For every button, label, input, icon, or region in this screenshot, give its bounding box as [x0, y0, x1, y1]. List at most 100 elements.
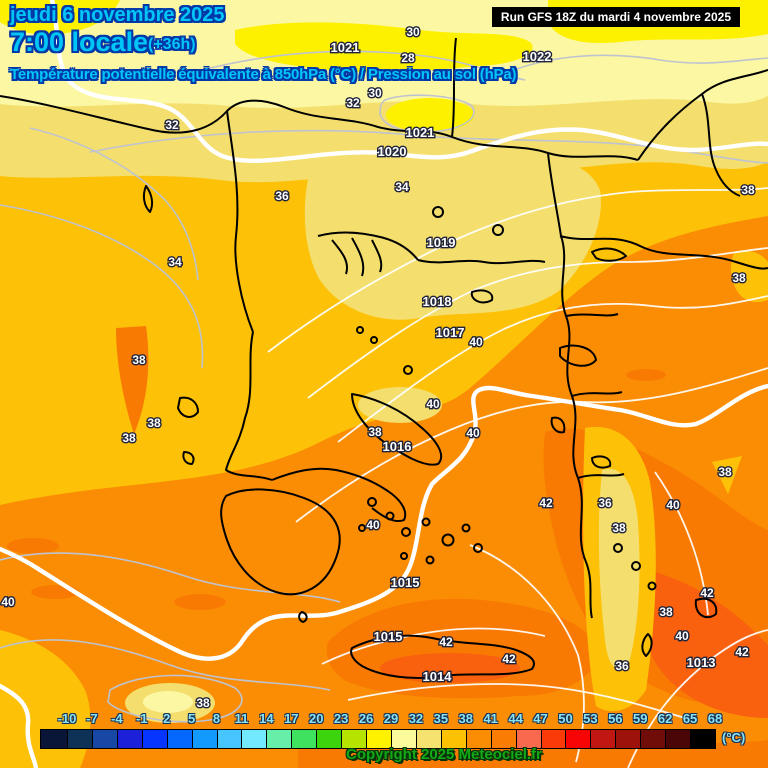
- colorbar-tick: 62: [657, 711, 673, 726]
- theta-e-label: 42: [502, 652, 516, 666]
- colorbar-segment: [540, 729, 567, 749]
- pressure-label: 1021: [406, 125, 435, 140]
- zone-pale-spot-inner: [143, 691, 193, 713]
- colorbar-segment: [291, 729, 318, 749]
- zone-light-gold-attica: [358, 387, 442, 423]
- theta-e-label: 38: [718, 465, 732, 479]
- pressure-label: 1022: [523, 49, 552, 64]
- pressure-label: 1021: [331, 40, 360, 55]
- colorbar-tick: 50: [558, 711, 573, 726]
- pressure-label: 1018: [423, 294, 452, 309]
- theta-e-label: 30: [368, 86, 382, 100]
- theta-e-label: 36: [615, 659, 629, 673]
- theta-e-label: 32: [346, 96, 360, 110]
- theta-e-label: 38: [132, 353, 146, 367]
- colorbar-segment: [166, 729, 193, 749]
- colorbar-tick: 59: [632, 711, 648, 726]
- colorbar-tick: 26: [358, 711, 374, 726]
- theta-e-label: 42: [439, 635, 453, 649]
- colorbar-segment: [191, 729, 218, 749]
- theta-e-label: 38: [741, 183, 755, 197]
- colorbar-segment: [316, 729, 343, 749]
- pressure-label: 1013: [687, 655, 716, 670]
- theta-e-label: 40: [666, 498, 680, 512]
- colorbar-tick: 23: [333, 711, 349, 726]
- forecast-offset-label: (+36h): [148, 36, 196, 53]
- theta-e-label: 38: [196, 696, 210, 710]
- theta-e-label: 38: [612, 521, 626, 535]
- zone-red-orange-crete: [380, 653, 520, 683]
- theta-e-label: 40: [466, 426, 480, 440]
- theta-e-label: 40: [1, 595, 15, 609]
- theta-e-label: 40: [469, 335, 483, 349]
- colorbar-segment: [116, 729, 143, 749]
- theta-e-label: 28: [401, 51, 415, 65]
- theta-e-label: 38: [368, 425, 382, 439]
- theta-e-label: 30: [406, 25, 420, 39]
- colorbar-segment: [40, 729, 68, 749]
- map-labels: 1021 1022 1021 1020 1019 1018 1017 1016 1015 1015…: [0, 24, 756, 712]
- zone-bright-yellow-center: [235, 22, 533, 73]
- colorbar-segment: [565, 729, 592, 749]
- zone-deep-blob: [174, 594, 226, 610]
- colorbar-tick: 2: [163, 711, 171, 726]
- theta-e-label: 36: [598, 496, 612, 510]
- theta-e-label: 40: [366, 518, 380, 532]
- theta-e-label: 38: [732, 271, 746, 285]
- pressure-label: 1015: [391, 575, 420, 590]
- theta-e-label: 38: [122, 431, 136, 445]
- theta-e-label: 42: [735, 645, 749, 659]
- zone-bright-yellow-loop: [386, 98, 474, 132]
- colorbar-tick: -4: [111, 711, 123, 726]
- colorbar-segment: [266, 729, 293, 749]
- colorbar-tick: 11: [234, 711, 249, 726]
- zone-light-gold-sw-turkey: [598, 468, 640, 670]
- colorbar-tick: 20: [308, 711, 324, 726]
- theta-e-label: 38: [659, 605, 673, 619]
- colorbar-tick: 38: [458, 711, 473, 726]
- colorbar-tick: 5: [187, 711, 196, 726]
- zone-deep-blob: [7, 538, 59, 554]
- pressure-label: 1014: [423, 669, 453, 684]
- colorbar-tick: 35: [433, 711, 449, 726]
- copyright-text: Copyright 2025 Meteociel.fr: [346, 746, 542, 763]
- colorbar-segment: [690, 729, 716, 749]
- pressure-label: 1019: [427, 235, 456, 250]
- colorbar-segment: [590, 729, 617, 749]
- theta-e-label: 40: [675, 629, 689, 643]
- theta-e-label: 36: [275, 189, 289, 203]
- run-info-box: Run GFS 18Z du mardi 4 novembre 2025: [491, 7, 740, 27]
- temperature-colorbar: -10 -7 -4 -1 2 5 8 11 14 17 20 23 26 29 32 35 38 41 44 47 50…: [40, 711, 722, 749]
- colorbar-tick: 44: [508, 711, 523, 726]
- zone-red-orange-se: [624, 565, 768, 718]
- colorbar-tick: 68: [707, 711, 723, 726]
- theta-e-label: 32: [165, 118, 179, 132]
- colorbar-segment: [241, 729, 268, 749]
- pressure-label: 1015: [374, 629, 403, 644]
- theta-e-label: 42: [700, 586, 714, 600]
- pressure-label: 1020: [378, 144, 407, 159]
- time-line: 7:00 locale: [10, 27, 149, 57]
- theta-e-label: 34: [395, 180, 409, 194]
- colorbar-segment: [216, 729, 243, 749]
- colorbar-segment: [665, 729, 692, 749]
- colorbar-tick: 56: [608, 711, 623, 726]
- colorbar-segment: [91, 729, 118, 749]
- map-parameter-title: Température potentielle équivalente à 85…: [10, 66, 517, 83]
- colorbar-segment: [141, 729, 168, 749]
- colorbar-tick: 14: [259, 711, 274, 726]
- theta-e-label: 42: [539, 496, 553, 510]
- pressure-label: 1017: [436, 325, 465, 340]
- colorbar-tick: 32: [408, 711, 424, 726]
- zone-bright-yellow-nw: [0, 0, 120, 35]
- colorbar-tick: 29: [383, 711, 399, 726]
- theta-e-label: 40: [426, 397, 440, 411]
- colorbar-tick: 41: [483, 711, 498, 726]
- colorbar-tick: -10: [57, 711, 77, 726]
- colorbar-segment: [67, 729, 93, 749]
- colorbar-tick: 53: [583, 711, 598, 726]
